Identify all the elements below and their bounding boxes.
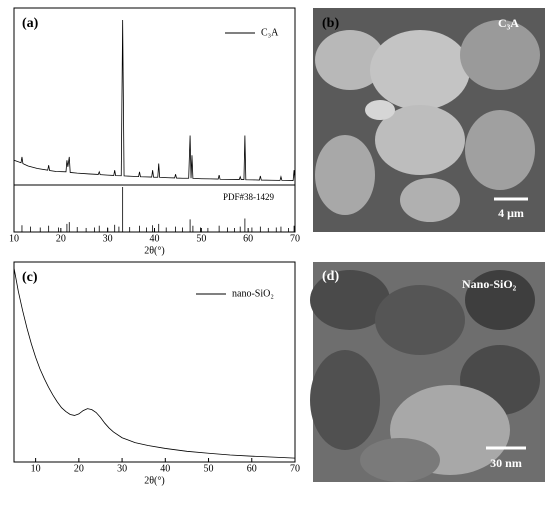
x-tick-label: 50 [204,463,214,474]
x-tick-label: 30 [103,233,113,244]
x-tick-label: 30 [117,463,127,474]
data-line [13,267,296,459]
scale-label: 4 μm [498,206,524,220]
x-tick-label: 20 [74,463,84,474]
x-tick-label: 60 [247,463,257,474]
sem-image: (b) C₃A 4 μm [313,8,545,232]
image-label: C₃A [498,16,519,30]
legend-label: C₃A [261,27,279,38]
tem-image: (d) Nano-SiO₂ 30 nm [310,262,545,482]
scale-label: 30 nm [490,456,522,470]
x-tick-label: 60 [243,233,253,244]
panel-label: (b) [322,16,339,31]
image-label: Nano-SiO₂ [462,277,517,291]
legend-label: nano-SiO₂ [232,288,274,299]
panel-label: (a) [22,16,39,31]
x-tick-label: 70 [290,233,300,244]
x-tick-label: 50 [196,233,206,244]
x-tick-label: 40 [150,233,160,244]
x-tick-label: 10 [31,463,41,474]
x-tick-label: 10 [9,233,19,244]
x-tick-label: 20 [56,233,66,244]
plot-frame [13,261,296,463]
x-axis-label: 2θ(°) [144,245,164,256]
x-axis-label: 2θ(°) [144,475,164,486]
x-tick-label: 70 [290,463,300,474]
panel-label: (c) [22,270,38,285]
reference-label: PDF#38-1429 [223,192,275,202]
x-tick-label: 40 [160,463,170,474]
data-line [13,19,296,181]
panel-label: (d) [322,269,339,284]
